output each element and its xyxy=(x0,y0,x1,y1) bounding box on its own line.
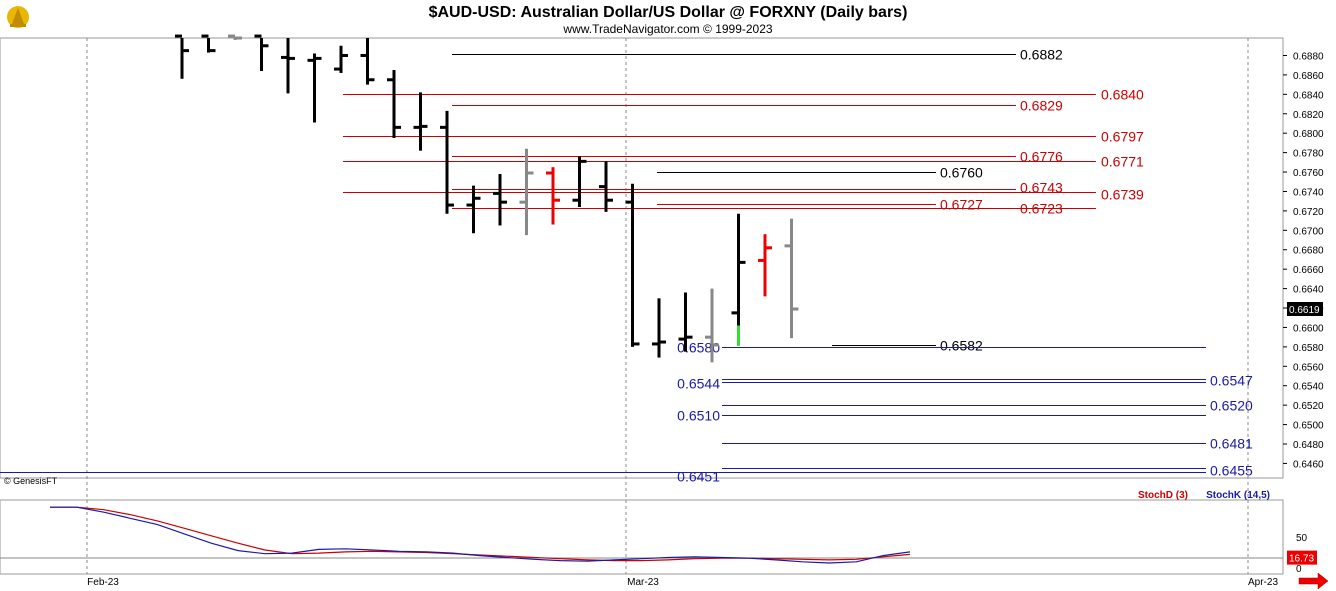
genesis-label: © GenesisFT xyxy=(4,476,58,486)
x-tick-label: Mar-23 xyxy=(627,577,659,588)
y-tick-label: 0.6840 xyxy=(1293,90,1324,101)
y-tick-label: 0.6760 xyxy=(1293,168,1324,179)
y-tick-label: 0.6480 xyxy=(1293,440,1324,451)
level-label-0.6760: 0.6760 xyxy=(940,165,983,181)
level-label-0.6544: 0.6544 xyxy=(677,376,720,392)
level-label-0.6776: 0.6776 xyxy=(1020,149,1063,165)
y-tick-label: 0.6580 xyxy=(1293,343,1324,354)
level-label-0.6743: 0.6743 xyxy=(1020,180,1063,196)
level-label-0.6797: 0.6797 xyxy=(1101,129,1144,145)
last-price-box xyxy=(1287,301,1323,316)
level-label-0.6739: 0.6739 xyxy=(1101,187,1144,203)
stochd-legend: StochD (3) xyxy=(1138,490,1188,501)
level-label-0.6547: 0.6547 xyxy=(1210,373,1253,389)
y-tick-label: 0.6820 xyxy=(1293,110,1324,121)
y-tick-label: 0.6720 xyxy=(1293,207,1324,218)
y-tick-label: 0.6880 xyxy=(1293,51,1324,62)
y-tick-label: 0.6600 xyxy=(1293,323,1324,334)
y-tick-label: 0.6460 xyxy=(1293,459,1324,470)
chart-title: $AUD-USD: Australian Dollar/US Dollar @ … xyxy=(429,4,908,21)
level-label-0.6723: 0.6723 xyxy=(1020,201,1063,217)
level-label-0.6520: 0.6520 xyxy=(1210,398,1253,414)
price-panel-frame xyxy=(0,37,1284,479)
stoch-panel-frame xyxy=(0,499,1284,575)
level-label-0.6771: 0.6771 xyxy=(1101,154,1144,170)
bars-layer xyxy=(175,34,799,363)
y-tick-label: 0.6780 xyxy=(1293,149,1324,160)
level-label-0.6840: 0.6840 xyxy=(1101,87,1144,103)
x-tick-label: Apr-23 xyxy=(1248,577,1278,588)
stoch-series-0 xyxy=(50,506,911,562)
y-tick-label: 0.6540 xyxy=(1293,382,1324,393)
stoch-y-tick: 50 xyxy=(1296,533,1308,544)
level-label-0.6481: 0.6481 xyxy=(1210,436,1253,452)
scroll-right-arrow-icon[interactable] xyxy=(1298,572,1329,590)
y-tick-label: 0.6680 xyxy=(1293,246,1324,257)
level-label-0.6582: 0.6582 xyxy=(940,338,983,354)
stochk-legend: StochK (14,5) xyxy=(1206,490,1270,501)
level-label-0.6580: 0.6580 xyxy=(677,340,720,356)
y-axis: 0.6880 0.6860 0.6840 0.6820 0.6800 0.6780 0.67… xyxy=(1283,51,1324,470)
level-label-0.6829: 0.6829 xyxy=(1020,98,1063,114)
stoch-series-1 xyxy=(50,506,911,564)
y-tick-label: 0.6660 xyxy=(1293,265,1324,276)
stochastic-panel: 50 016.73 xyxy=(0,506,1317,575)
logo-icon xyxy=(7,6,29,28)
level-label-0.6727: 0.6727 xyxy=(940,197,983,213)
levels-layer: 0.6882 0.6840 0.6829 0.6797 0.6776 0.6771 0.67… xyxy=(0,47,1253,485)
chart-subtitle: www.TradeNavigator.com © 1999-2023 xyxy=(562,22,772,36)
y-tick-label: 0.6560 xyxy=(1293,362,1324,373)
level-label-0.6455: 0.6455 xyxy=(1210,463,1253,479)
last-price-label: 0.6619 xyxy=(1289,305,1320,316)
level-label-0.6451: 0.6451 xyxy=(677,469,720,485)
y-tick-label: 0.6700 xyxy=(1293,226,1324,237)
grid xyxy=(86,38,1249,574)
y-tick-label: 0.6860 xyxy=(1293,71,1324,82)
y-tick-label: 0.6500 xyxy=(1293,421,1324,432)
x-axis: Feb-23 Mar-23 Apr-23 xyxy=(87,577,1278,588)
y-tick-label: 0.6800 xyxy=(1293,129,1324,140)
level-label-0.6882: 0.6882 xyxy=(1020,47,1063,63)
stoch-y-tick: 0 xyxy=(1296,564,1302,575)
stoch-last-box xyxy=(1287,550,1317,565)
level-label-0.6510: 0.6510 xyxy=(677,408,720,424)
x-tick-label: Feb-23 xyxy=(87,577,119,588)
y-tick-label: 0.6740 xyxy=(1293,187,1324,198)
y-tick-label: 0.6520 xyxy=(1293,401,1324,412)
y-tick-label: 0.6640 xyxy=(1293,285,1324,296)
stoch-last-label: 16.73 xyxy=(1289,554,1314,565)
